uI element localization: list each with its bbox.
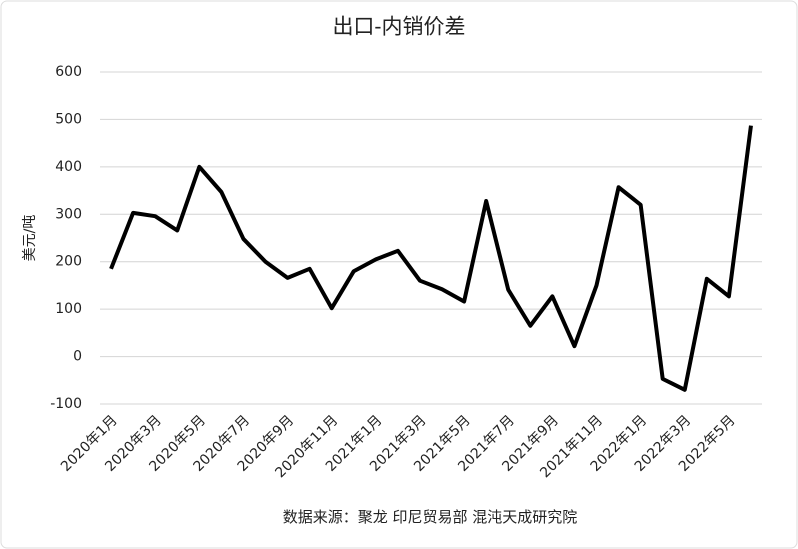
y-tick-label: 500: [55, 111, 82, 127]
y-tick-label: 600: [55, 64, 82, 80]
y-axis-label: 美元/吨: [22, 215, 38, 262]
data-line: [109, 125, 753, 392]
y-tick-label: 400: [55, 159, 82, 175]
source-note: 数据来源：聚龙 印尼贸易部 混沌天成研究院: [283, 508, 578, 526]
chart-title: 出口-内销价差: [332, 15, 465, 39]
y-tick-label: 0: [73, 349, 82, 365]
y-tick-label: 200: [55, 254, 82, 270]
y-tick-label: 100: [55, 301, 82, 317]
y-tick-label: 300: [55, 206, 82, 222]
y-tick-label: -100: [50, 396, 82, 412]
